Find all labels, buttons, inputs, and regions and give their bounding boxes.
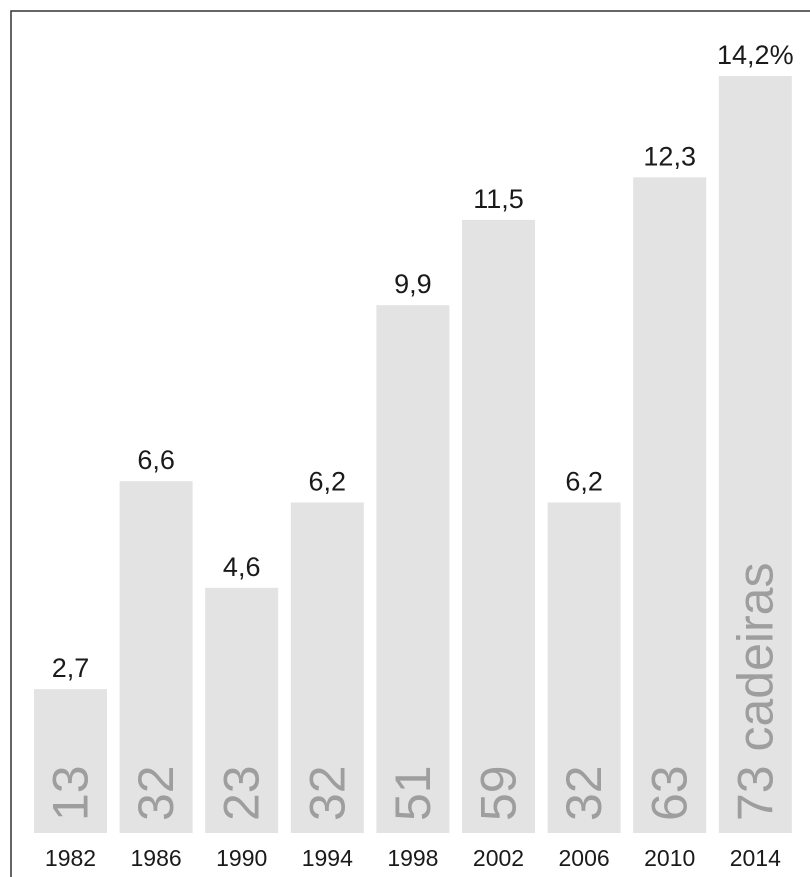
bar-2014 (718, 76, 792, 833)
bar-group-1986: 6,6 32 1986 (119, 445, 193, 871)
bar-group-2010: 12,3 63 2010 (633, 141, 707, 871)
bar-2002 (462, 219, 535, 833)
bar-1990 (205, 587, 279, 833)
year-label-2002: 2002 (473, 845, 524, 871)
bar-1986 (119, 481, 193, 833)
year-label-1986: 1986 (131, 845, 182, 871)
year-label-1990: 1990 (216, 845, 267, 871)
value-label-1986: 6,6 (137, 445, 175, 475)
bar-group-1994: 6,2 32 1994 (290, 467, 364, 871)
seat-label-1998: 51 (385, 765, 441, 821)
year-label-2010: 2010 (644, 845, 695, 871)
year-label-1998: 1998 (387, 845, 438, 871)
value-label-2010: 12,3 (643, 141, 696, 171)
bar-group-2006: 6,2 32 2006 (547, 467, 621, 871)
value-label-1994: 6,2 (309, 467, 347, 497)
value-label-1990: 4,6 (223, 552, 261, 582)
seat-label-1982: 13 (43, 765, 99, 821)
year-label-2014: 2014 (730, 845, 781, 871)
seat-label-2002: 59 (471, 765, 527, 821)
bar-group-2014: 14,2% 73 cadeiras 2014 (717, 40, 794, 871)
bar-group-2002: 11,5 59 2002 (462, 184, 535, 871)
bar-group-1982: 2,7 13 1982 (34, 653, 107, 871)
bar-group-1990: 4,6 23 1990 (205, 552, 279, 871)
bar-1994 (290, 502, 364, 833)
value-label-1982: 2,7 (52, 653, 90, 683)
seat-label-2010: 63 (642, 765, 698, 821)
bars-layer: 2,7 13 1982 6,6 32 1986 4,6 23 1990 6,2 32 1994 9,9 5… (34, 40, 794, 871)
bar-1998 (376, 305, 450, 833)
bar-1982 (34, 689, 107, 833)
bar-group-1998: 9,9 51 1998 (376, 269, 450, 871)
year-label-1982: 1982 (45, 845, 96, 871)
seat-label-1986: 32 (128, 765, 184, 821)
seat-label-2014: 73 cadeiras (727, 562, 783, 821)
value-label-2006: 6,2 (565, 467, 603, 497)
value-label-1998: 9,9 (394, 269, 432, 299)
year-label-2006: 2006 (559, 845, 610, 871)
value-label-2002: 11,5 (473, 184, 524, 214)
seat-label-1994: 32 (299, 765, 355, 821)
year-label-1994: 1994 (302, 845, 353, 871)
bar-2006 (547, 502, 621, 833)
value-label-2014: 14,2% (717, 40, 794, 70)
seat-label-2006: 32 (556, 765, 612, 821)
seat-label-1990: 23 (214, 765, 270, 821)
bar-2010 (633, 177, 707, 834)
